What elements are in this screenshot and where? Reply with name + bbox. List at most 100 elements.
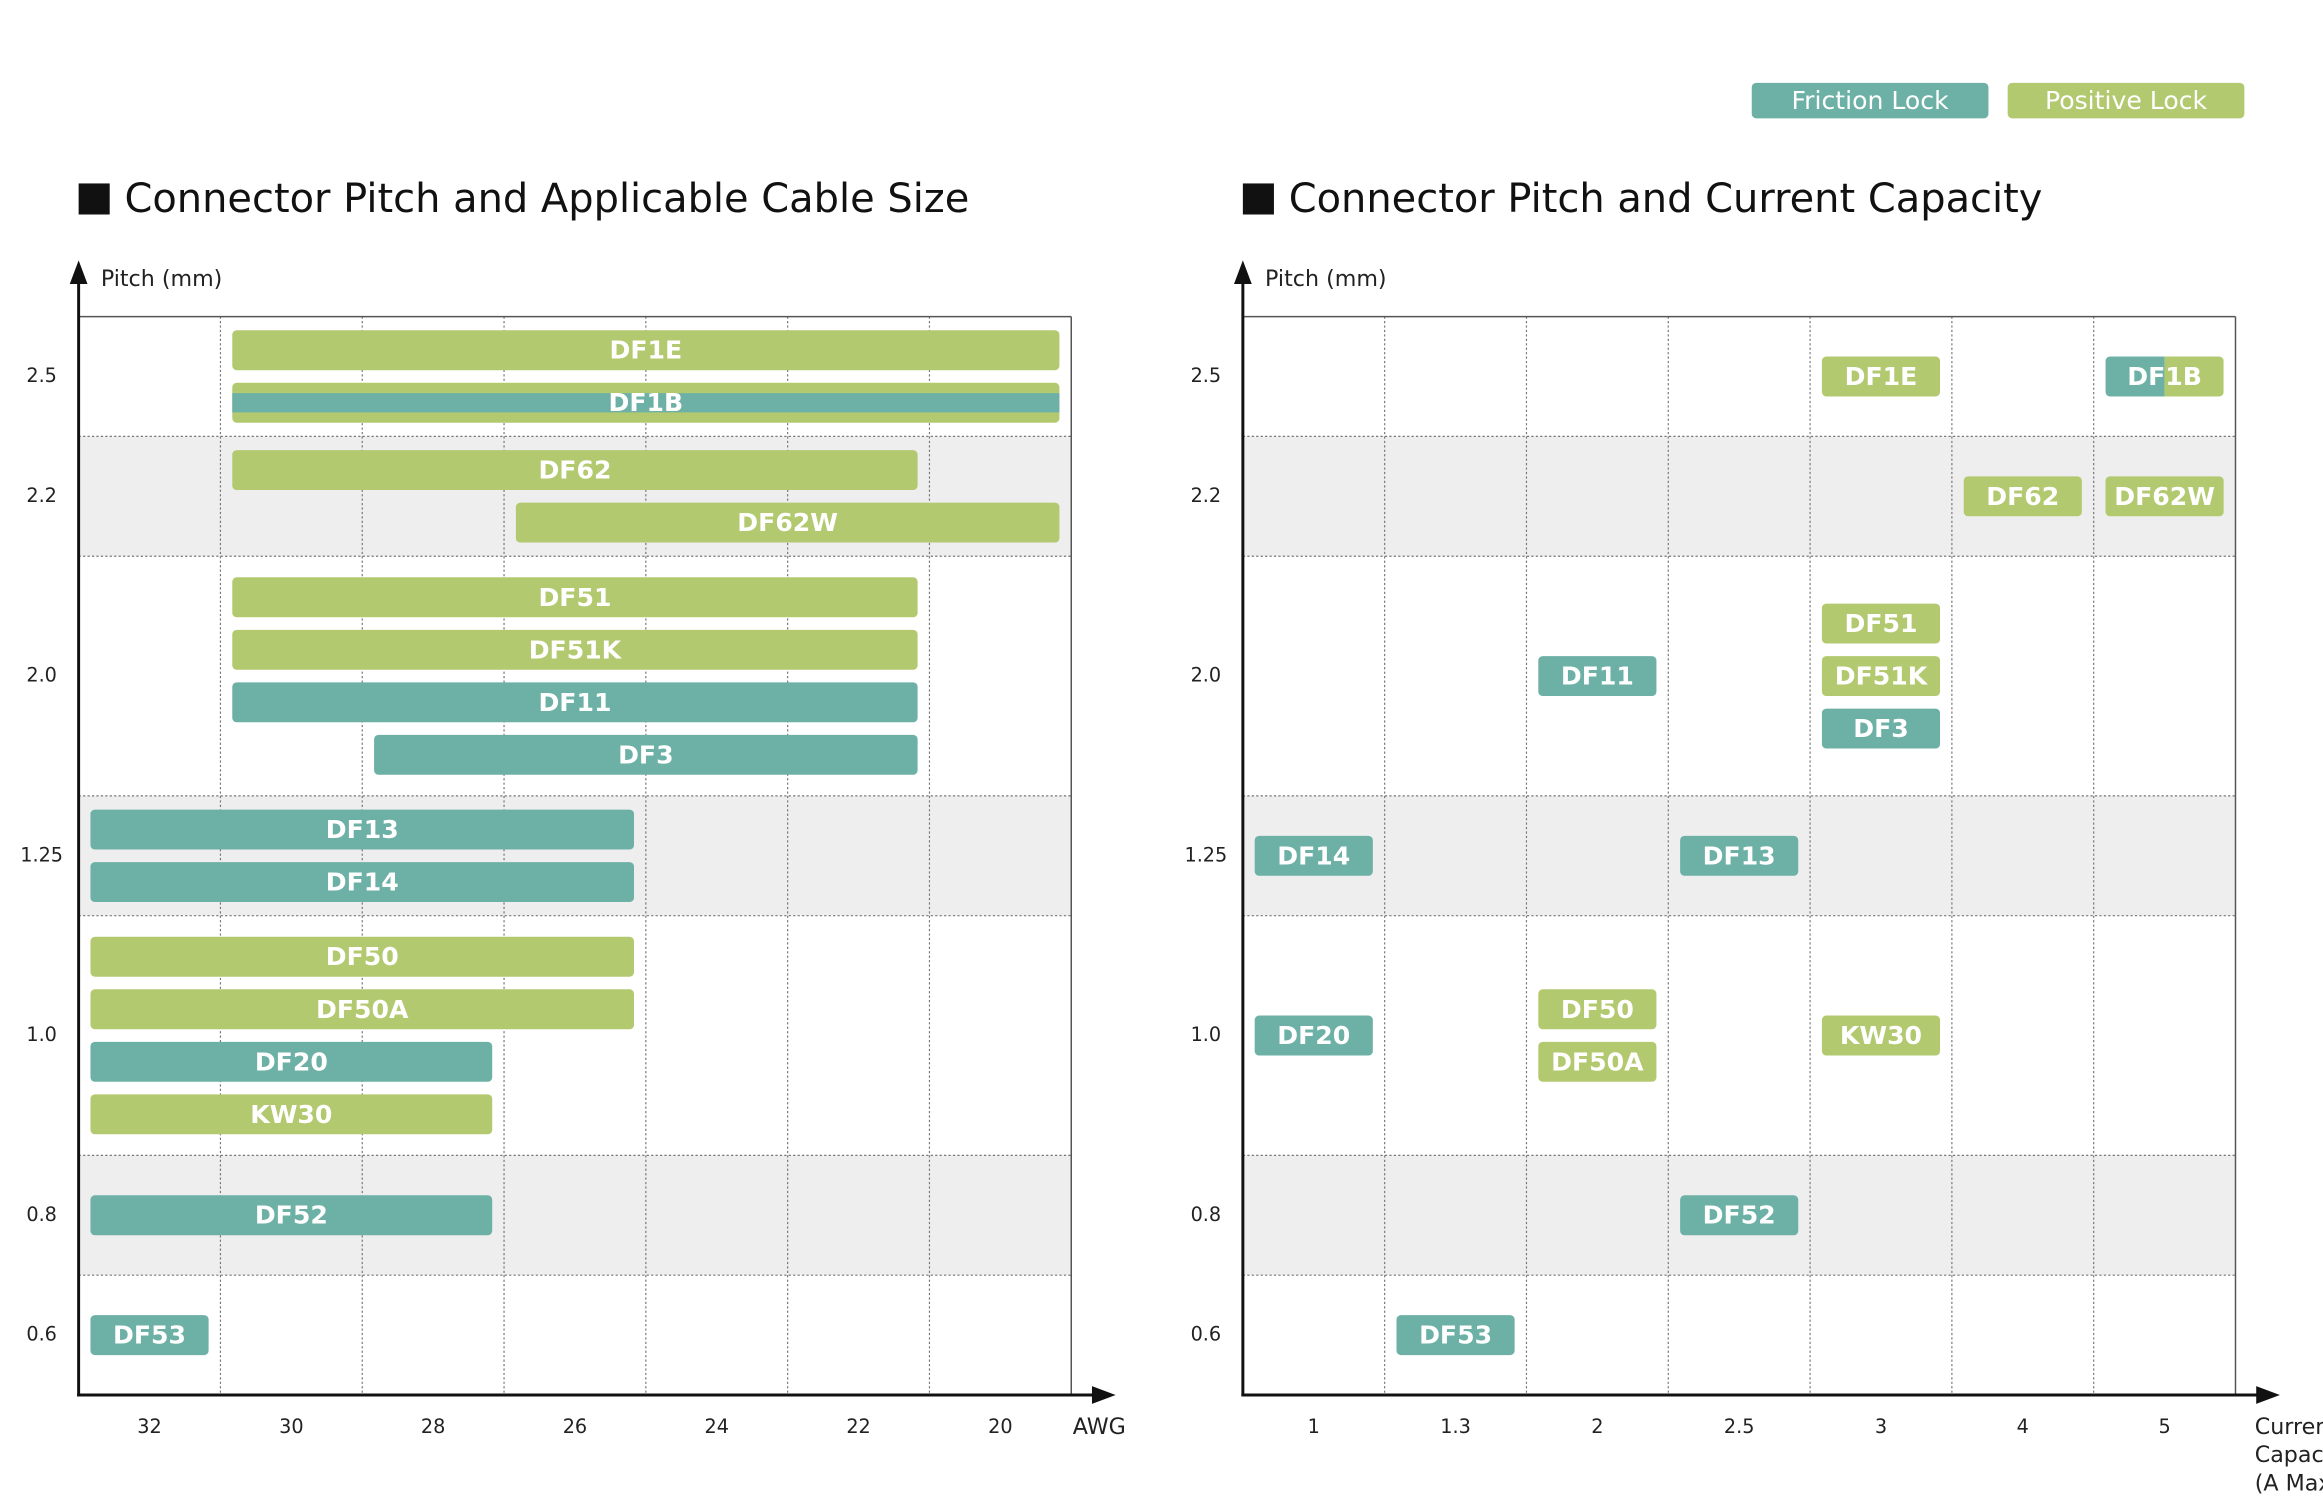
connector-bar: DF51 <box>1821 603 1941 644</box>
connector-bar: DF11 <box>232 682 918 723</box>
legend-swatch <box>2007 82 2245 119</box>
bar-part <box>2105 356 2165 397</box>
bar <box>232 577 918 618</box>
connector-bar: DF20 <box>1254 1015 1373 1056</box>
x-tick-label: 24 <box>705 1415 729 1438</box>
connector-bar: DF52 <box>90 1195 493 1236</box>
bar <box>1538 656 1657 697</box>
y-tick-label: 2.5 <box>1191 364 1222 387</box>
connector-bar: DF62 <box>232 450 918 491</box>
x-tick-label: 30 <box>279 1415 303 1438</box>
y-tick-label: 1.25 <box>1184 843 1227 866</box>
connector-bar: DF3 <box>374 734 918 775</box>
bar <box>1821 1015 1941 1056</box>
bar-label: DF62 <box>1986 482 2059 511</box>
bar <box>232 450 918 491</box>
bar <box>1538 989 1657 1030</box>
legend-label: Positive Lock <box>2045 86 2208 115</box>
y-tick-label: 2.0 <box>1191 664 1222 687</box>
bar <box>1821 656 1941 697</box>
bar-label: DF62 <box>538 456 611 485</box>
bar <box>1680 835 1799 876</box>
bar <box>1821 356 1941 397</box>
bar-label: DF20 <box>1277 1021 1350 1050</box>
bar-label: DF50A <box>1551 1047 1644 1076</box>
bar-label: DF1E <box>610 336 683 365</box>
x-axis-label: Current <box>2255 1414 2323 1440</box>
bar <box>1821 708 1941 749</box>
connector-bar: DF11 <box>1538 656 1657 697</box>
x-tick-label: 20 <box>988 1415 1012 1438</box>
x-tick-label: 1 <box>1308 1415 1320 1438</box>
connector-bar: DF50 <box>1538 989 1657 1030</box>
bar-label: DF52 <box>1703 1201 1776 1230</box>
x-tick-label: 5 <box>2158 1415 2170 1438</box>
bar <box>1254 1015 1373 1056</box>
connector-bar: DF62W <box>515 502 1060 543</box>
bar-label: DF50A <box>316 995 409 1024</box>
bar <box>90 1094 493 1135</box>
bar-label: DF52 <box>255 1201 328 1230</box>
bar-label: DF50 <box>1561 995 1634 1024</box>
bar-label: DF62W <box>2114 482 2215 511</box>
bar <box>1396 1315 1515 1356</box>
x-tick-label: 22 <box>846 1415 870 1438</box>
title-square <box>1242 183 1274 215</box>
bar <box>90 862 635 903</box>
bar <box>1538 1041 1657 1082</box>
connector-bar: DF51K <box>1821 656 1941 697</box>
bar-label: DF13 <box>1703 841 1776 870</box>
y-tick-label: 0.8 <box>26 1203 57 1226</box>
x-tick-label: 2 <box>1591 1415 1603 1438</box>
connector-bar: DF51K <box>232 629 918 670</box>
panel-title: Connector Pitch and Applicable Cable Siz… <box>124 176 969 222</box>
x-axis-label: Capacity <box>2255 1442 2323 1468</box>
x-tick-label: 26 <box>563 1415 587 1438</box>
legend-label: Friction Lock <box>1792 86 1950 115</box>
bar-label: DF1B <box>609 388 684 417</box>
x-tick-label: 1.3 <box>1440 1415 1471 1438</box>
bar <box>515 502 1060 543</box>
y-tick-label: 1.0 <box>26 1023 57 1046</box>
y-tick-label: 1.25 <box>20 843 63 866</box>
connector-bar: DF53 <box>90 1315 209 1356</box>
y-tick-label: 2.5 <box>26 364 57 387</box>
bar-label: DF13 <box>326 815 399 844</box>
bar-part <box>2164 356 2224 397</box>
bar <box>374 734 918 775</box>
y-tick-label: 2.0 <box>26 664 57 687</box>
x-axis-label: (A Max.) <box>2255 1470 2323 1496</box>
bar <box>232 330 1060 371</box>
connector-bar: DF52 <box>1680 1195 1799 1236</box>
bar-label: DF50 <box>326 942 399 971</box>
x-tick-label: 32 <box>137 1415 161 1438</box>
connector-bar: DF3 <box>1821 708 1941 749</box>
connector-bar: DF62W <box>2105 476 2224 517</box>
bar-label: DF14 <box>326 868 399 897</box>
y-axis-label: Pitch (mm) <box>101 266 223 292</box>
bar-label: DF51 <box>538 583 611 612</box>
bar <box>1821 603 1941 644</box>
y-tick-label: 0.8 <box>1191 1203 1222 1226</box>
x-tick-label: 2.5 <box>1724 1415 1755 1438</box>
bar <box>90 809 635 850</box>
bar-label: KW30 <box>250 1100 332 1129</box>
x-tick-label: 3 <box>1875 1415 1887 1438</box>
bar <box>232 629 918 670</box>
connector-bar: DF53 <box>1396 1315 1515 1356</box>
y-axis-arrow <box>1233 260 1252 285</box>
bar <box>1254 835 1373 876</box>
connector-bar: DF20 <box>90 1041 493 1082</box>
connector-bar: DF14 <box>90 862 635 903</box>
connector-bar: DF50 <box>90 936 635 977</box>
bar <box>2105 476 2224 517</box>
legend-swatch <box>1751 82 1989 119</box>
bar-label: DF20 <box>255 1047 328 1076</box>
bar <box>90 1315 209 1356</box>
x-tick-label: 28 <box>421 1415 445 1438</box>
y-tick-label: 2.2 <box>1191 484 1222 507</box>
x-axis-arrow <box>2256 1386 2280 1404</box>
connector-bar: DF50A <box>1538 1041 1657 1082</box>
connector-bar: DF1E <box>1821 356 1941 397</box>
